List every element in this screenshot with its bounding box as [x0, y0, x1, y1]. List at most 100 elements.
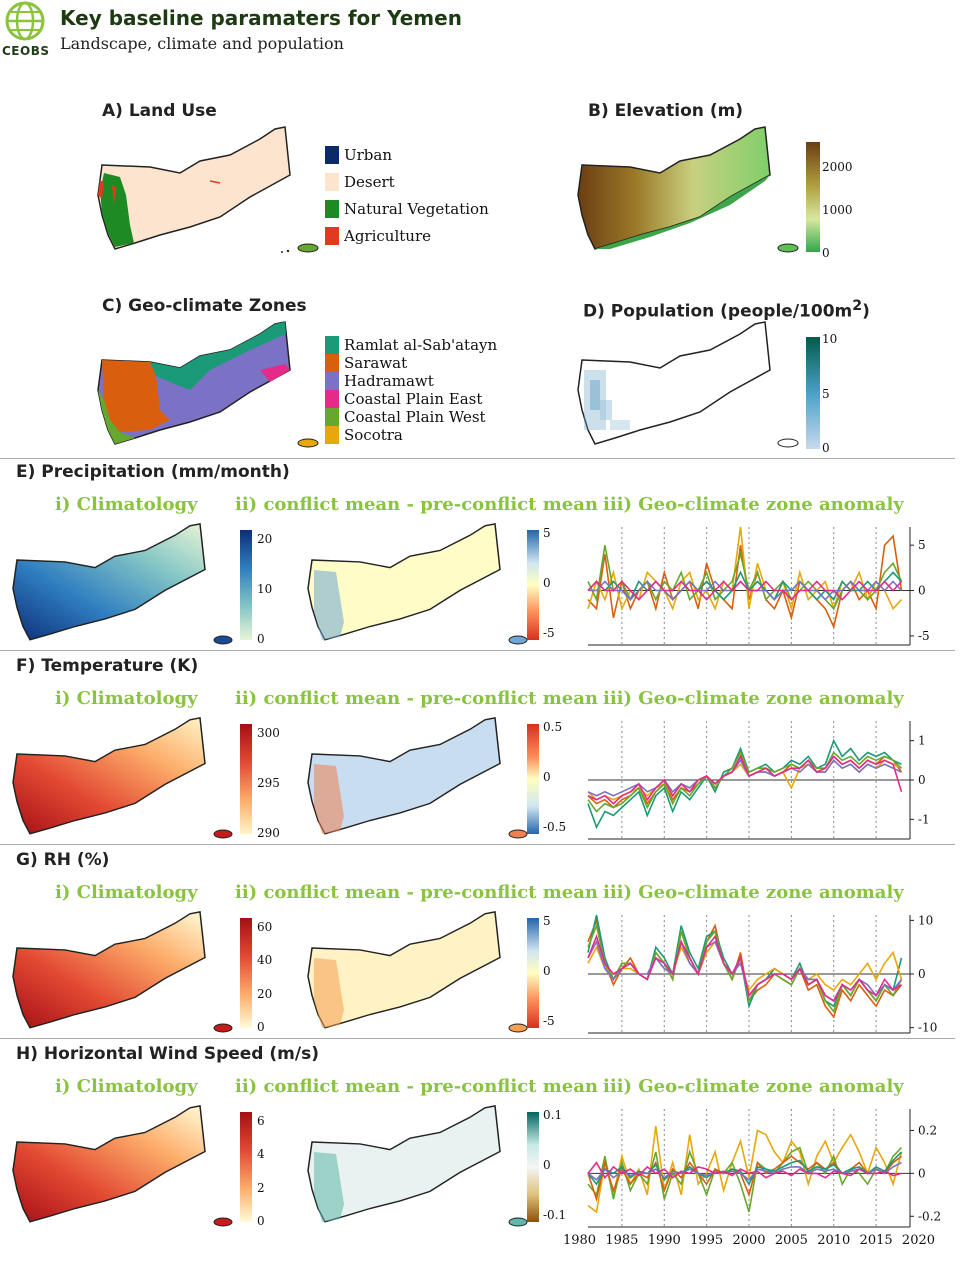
land-use-legend-label: Desert — [344, 173, 395, 191]
population-colorbar — [806, 337, 820, 449]
panel-d-title: D) Population (people/100m2) — [583, 298, 870, 322]
population-tick: 10 — [822, 332, 838, 346]
geo-zone-legend-item: Socotra — [325, 426, 403, 444]
land-use-legend-label: Agriculture — [344, 227, 431, 245]
climatology-tick: 300 — [257, 726, 280, 740]
divider — [0, 1038, 955, 1039]
geo-zone-legend-item: Coastal Plain West — [325, 408, 486, 426]
subplot-title: ii) conflict mean - pre-conflict mean — [235, 1076, 598, 1097]
section-title: G) RH (%) — [16, 850, 110, 870]
y-tick-label: 1 — [918, 734, 926, 748]
geo-zone-legend-item: Sarawat — [325, 354, 407, 372]
conflict-difference-map — [307, 717, 528, 839]
conflict-difference-map — [307, 523, 528, 645]
geo-zone-legend-swatch — [325, 408, 339, 426]
geo-zone-legend-item: Coastal Plain East — [325, 390, 482, 408]
difference-tick: 0 — [543, 770, 551, 784]
climatology-map — [12, 717, 233, 839]
panel-c-title: C) Geo-climate Zones — [102, 296, 307, 316]
geo-zone-legend-label: Sarawat — [344, 354, 408, 372]
x-tick-label: 2020 — [902, 1233, 935, 1248]
x-tick-label: 2015 — [860, 1233, 893, 1248]
series-line — [587, 750, 903, 813]
x-tick-label: 1985 — [605, 1233, 638, 1248]
geo-zone-legend-item: Ramlat al-Sab'atayn — [325, 336, 497, 354]
climatology-tick: 0 — [257, 632, 265, 646]
difference-tick: 0.5 — [543, 720, 563, 734]
geo-zone-legend-swatch — [325, 372, 339, 390]
land-use-legend-item: Natural Vegetation — [325, 200, 489, 218]
land-use-map — [97, 126, 319, 253]
land-use-legend-swatch — [325, 227, 339, 245]
elevation-tick: 1000 — [822, 203, 853, 217]
section-title: H) Horizontal Wind Speed (m/s) — [16, 1044, 319, 1064]
difference-tick: -0.5 — [543, 820, 567, 834]
subplot-title: iii) Geo-climate zone anomaly — [603, 688, 904, 709]
difference-colorbar — [527, 530, 539, 640]
difference-tick: 0 — [543, 964, 551, 978]
difference-tick: -0.1 — [543, 1208, 567, 1222]
geo-zone-legend-label: Coastal Plain West — [344, 408, 486, 426]
y-tick-label: -10 — [918, 1021, 937, 1035]
subplot-title: ii) conflict mean - pre-conflict mean — [235, 494, 598, 515]
climatology-map — [12, 911, 233, 1033]
land-use-legend-label: Urban — [344, 146, 393, 164]
difference-colorbar — [527, 918, 539, 1028]
y-tick-label: 10 — [918, 913, 933, 927]
series-line — [587, 570, 903, 602]
climatology-tick: 10 — [257, 582, 273, 596]
climatology-tick: 6 — [257, 1114, 265, 1128]
land-use-legend-item: Urban — [325, 146, 392, 164]
series-line — [587, 580, 903, 601]
subplot-title: ii) conflict mean - pre-conflict mean — [235, 688, 598, 709]
x-tick-label: 1980 — [563, 1233, 596, 1248]
logo-text: CEOBS — [2, 44, 50, 58]
y-tick-label: 0 — [918, 967, 926, 981]
subplot-title: i) Climatology — [55, 494, 198, 515]
climatology-map — [12, 523, 233, 645]
geo-zone-legend-item: Hadramawt — [325, 372, 434, 390]
divider — [0, 458, 955, 459]
x-tick-label: 1990 — [648, 1233, 681, 1248]
geo-zone-legend-label: Ramlat al-Sab'atayn — [344, 336, 498, 354]
series-line — [587, 934, 902, 1002]
section-title: F) Temperature (K) — [16, 656, 199, 676]
climatology-colorbar — [240, 530, 252, 640]
subplot-title: ii) conflict mean - pre-conflict mean — [235, 882, 598, 903]
difference-tick: 0 — [543, 1158, 551, 1172]
population-tick: 5 — [822, 387, 830, 401]
series-line — [587, 754, 903, 805]
difference-tick: 5 — [543, 914, 551, 928]
elevation-tick: 0 — [822, 246, 830, 260]
climatology-tick: 0 — [257, 1214, 265, 1228]
subplot-title: iii) Geo-climate zone anomaly — [603, 1076, 904, 1097]
climatology-tick: 20 — [257, 986, 273, 1001]
land-use-legend-swatch — [325, 173, 339, 191]
section-title: E) Precipitation (mm/month) — [16, 462, 290, 482]
y-tick-label: 0 — [918, 1166, 926, 1180]
subplot-title: iii) Geo-climate zone anomaly — [603, 494, 904, 515]
climatology-tick: 4 — [257, 1147, 265, 1162]
land-use-legend-swatch — [325, 200, 339, 218]
y-tick-label: -1 — [918, 812, 930, 826]
difference-tick: 0.1 — [543, 1108, 563, 1122]
geo-climate-zones-map — [97, 321, 319, 448]
y-tick-label: 0 — [918, 773, 926, 787]
y-tick-label: -0.2 — [918, 1209, 941, 1223]
elevation-map — [577, 126, 799, 253]
climatology-colorbar — [240, 724, 252, 834]
difference-colorbar — [527, 1112, 539, 1222]
x-tick-label: 2010 — [817, 1233, 850, 1248]
y-tick-label: 0.2 — [918, 1123, 937, 1137]
land-use-legend-label: Natural Vegetation — [344, 200, 489, 218]
conflict-difference-map — [307, 911, 528, 1033]
climatology-tick: 0 — [257, 1020, 265, 1034]
population-tick: 0 — [822, 441, 830, 455]
subplot-title: i) Climatology — [55, 882, 198, 903]
x-tick-label: 2005 — [775, 1233, 808, 1248]
divider — [0, 844, 955, 845]
difference-tick: 5 — [543, 526, 551, 540]
